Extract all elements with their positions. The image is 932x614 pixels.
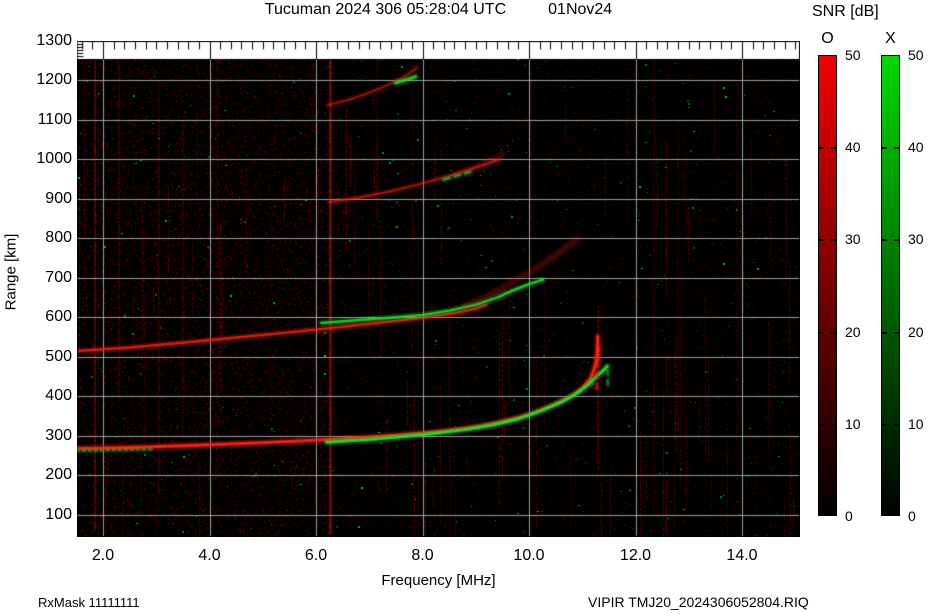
plot-title-text: Tucuman 2024 306 05:28:04 UTC [264, 1, 507, 18]
colorbar-X-tickline-40 [881, 147, 900, 150]
colorbar-O-tick-10: 10 [845, 415, 861, 432]
y-tick-1000: 1000 [36, 150, 72, 168]
colorbar-O-tick-50: 50 [845, 47, 861, 63]
colorbar-O [818, 55, 837, 516]
y-tick-1300: 1300 [36, 31, 72, 49]
colorbar-O-tick-20: 20 [845, 323, 861, 340]
y-tick-1100: 1100 [37, 110, 72, 128]
y-tick-1200: 1200 [36, 71, 72, 89]
plot-title: Tucuman 2024 306 05:28:04 UTC 01Nov24 [77, 1, 800, 19]
colorbar-O-tickline-10 [818, 423, 837, 426]
colorbar-O-tick-30: 30 [845, 231, 861, 248]
colorbar-X-tick-40: 40 [908, 139, 924, 156]
colorbar-mode-X: X [885, 30, 896, 47]
plot-date: 01Nov24 [548, 1, 613, 18]
x-tick-14.0: 14.0 [726, 547, 758, 564]
colorbar-O-tick-40: 40 [845, 139, 861, 156]
x-tick-8.0: 8.0 [411, 547, 434, 564]
colorbar-X-tickline-20 [881, 331, 900, 334]
colorbar-X-tick-30: 30 [908, 231, 924, 248]
colorbar-O-tickline-30 [818, 239, 837, 242]
y-tick-200: 200 [45, 466, 72, 484]
x-tick-12.0: 12.0 [619, 547, 652, 564]
colorbar-O-tick-0: 0 [845, 508, 853, 524]
colorbar-X [881, 55, 900, 516]
colorbar-X-tick-10: 10 [908, 415, 924, 432]
y-tick-500: 500 [45, 347, 72, 365]
colorbar-X-tickline-30 [881, 239, 900, 242]
colorbar-O-tickline-20 [818, 331, 837, 334]
y-tick-700: 700 [45, 268, 72, 286]
colorbar-title: SNR [dB] [812, 3, 879, 20]
x-tick-6.0: 6.0 [304, 547, 328, 564]
filename-label: VIPIR TMJ20_2024306052804.RIQ [588, 594, 809, 610]
y-tick-100: 100 [45, 506, 72, 523]
x-tick-10.0: 10.0 [513, 547, 545, 564]
colorbar-X-tickline-10 [881, 423, 900, 426]
y-axis-label: Range [km] [2, 233, 20, 311]
x-axis-label: Frequency [MHz] [381, 572, 496, 589]
x-tick-2.0: 2.0 [91, 547, 115, 564]
rxmask-label: RxMask 11111111 [38, 595, 140, 610]
y-tick-800: 800 [45, 229, 72, 247]
colorbar-X-tick-0: 0 [908, 508, 916, 524]
x-tick-4.0: 4.0 [198, 547, 221, 564]
y-tick-900: 900 [45, 189, 72, 207]
colorbar-O-tickline-40 [818, 147, 837, 150]
colorbar-X-tick-50: 50 [908, 47, 924, 63]
y-tick-300: 300 [45, 426, 72, 444]
colorbar-X-tick-20: 20 [908, 323, 924, 340]
colorbar-mode-O: O [821, 30, 834, 47]
plot-area [77, 41, 800, 537]
y-tick-400: 400 [45, 387, 72, 405]
ionogram-canvas [77, 41, 800, 537]
y-tick-600: 600 [45, 308, 72, 326]
